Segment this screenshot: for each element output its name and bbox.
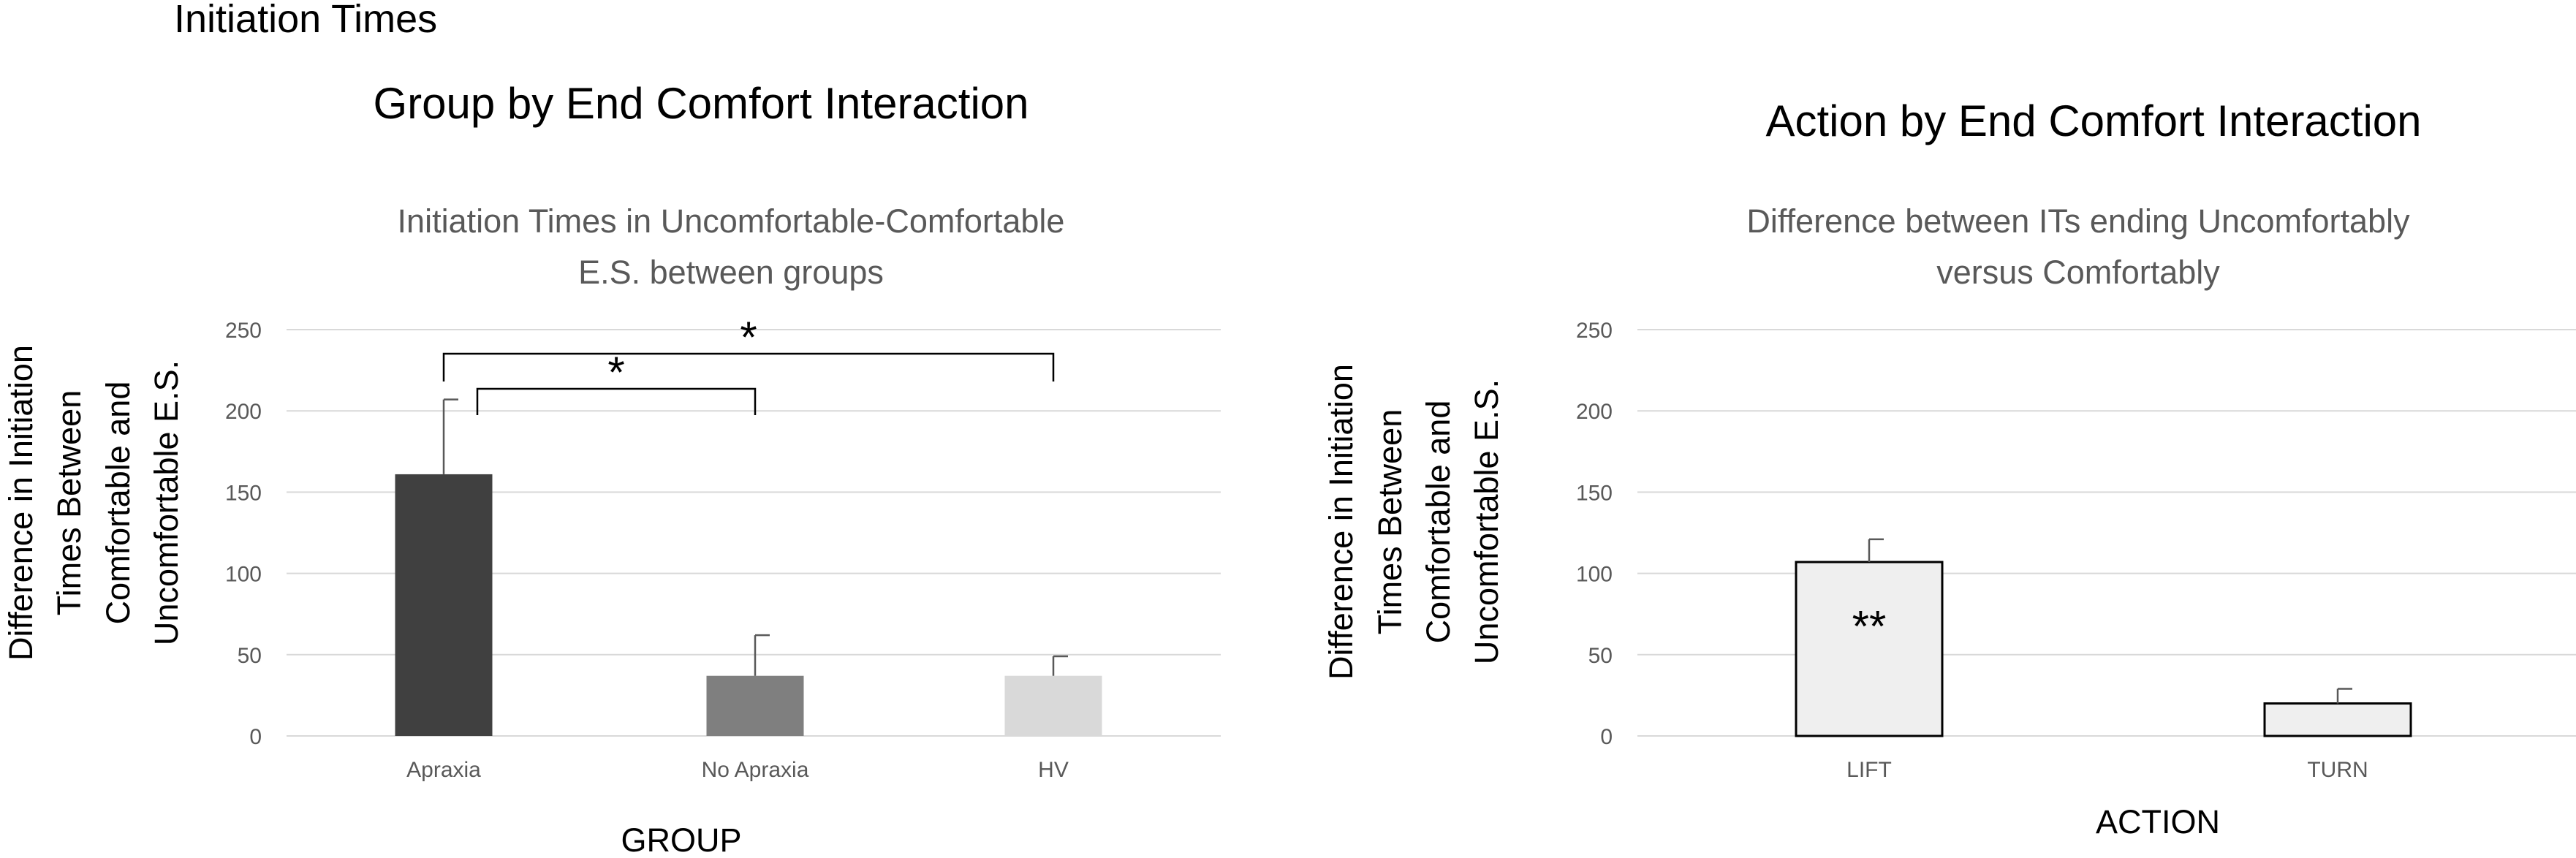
y-axis-title-line-4: Uncomfortable E.S. (1468, 379, 1505, 664)
section-title: Initiation Times (174, 0, 437, 41)
y-tick-label: 250 (225, 319, 262, 343)
bar-hv (1004, 675, 1102, 736)
panel-title-group: Group by End Comfort Interaction (373, 79, 1028, 128)
y-axis-title-line-4: Uncomfortable E.S. (148, 360, 185, 645)
chart-title-line-1: Difference between ITs ending Uncomforta… (1746, 202, 2410, 240)
x-axis-title: ACTION (2096, 803, 2220, 840)
y-tick-label: 200 (1576, 400, 1613, 424)
y-tick-label: 150 (225, 481, 262, 505)
y-tick-label: 0 (249, 725, 262, 749)
y-tick-label: 250 (1576, 319, 1613, 343)
chart-title-line-1: Initiation Times in Uncomfortable-Comfor… (398, 202, 1065, 240)
action-plot-area: 0 50 100 150 200 250 LIFT TURN ** (1576, 319, 2576, 782)
y-tick-label: 100 (1576, 563, 1613, 587)
chart-title-line-2: versus Comfortably (1936, 254, 2220, 291)
bar-lift (1795, 561, 1944, 737)
significance-marker: * (607, 348, 624, 397)
significance-bracket (476, 387, 757, 415)
bar-no-apraxia (706, 675, 804, 736)
y-axis-title-line-3: Comfortable and (1420, 400, 1457, 644)
chart-title-line-2: E.S. between groups (578, 254, 884, 291)
x-axis-title: GROUP (621, 821, 741, 858)
y-tick-label: 50 (238, 644, 262, 668)
group-plot-area: 0 50 100 150 200 250 Apraxia No Apraxia HV * * (225, 313, 1221, 782)
y-axis-title: Difference in Initiation Times Between C… (1322, 364, 1505, 680)
x-tick-label: Apraxia (406, 758, 481, 782)
y-axis-title-line-3: Comfortable and (99, 381, 137, 625)
y-axis-title-line-1: Difference in Initiation (1322, 364, 1360, 680)
bar-apraxia (395, 474, 493, 736)
x-tick-label: LIFT (1846, 758, 1892, 782)
significance-marker: * (740, 313, 757, 362)
y-tick-label: 0 (1600, 725, 1613, 749)
action-chart-panel: Action by End Comfort Interaction Differ… (1322, 96, 2576, 840)
bar-turn (2263, 702, 2412, 737)
y-axis-title-line-2: Times Between (1371, 409, 1409, 634)
y-tick-label: 100 (225, 563, 262, 587)
y-tick-label: 200 (225, 400, 262, 424)
y-tick-label: 150 (1576, 481, 1613, 505)
group-chart-panel: Group by End Comfort Interaction Initiat… (2, 79, 1221, 858)
significance-marker: ** (1852, 601, 1887, 650)
y-axis-title-line-2: Times Between (50, 390, 88, 615)
y-tick-label: 50 (1588, 644, 1613, 668)
x-tick-label: No Apraxia (702, 758, 809, 782)
panel-title-action: Action by End Comfort Interaction (1765, 96, 2421, 145)
y-axis-title-line-1: Difference in Initiation (2, 345, 39, 661)
y-axis-title: Difference in Initiation Times Between C… (2, 345, 185, 661)
significance-bracket (442, 352, 1055, 381)
x-tick-label: TURN (2307, 758, 2368, 782)
x-tick-label: HV (1038, 758, 1069, 782)
